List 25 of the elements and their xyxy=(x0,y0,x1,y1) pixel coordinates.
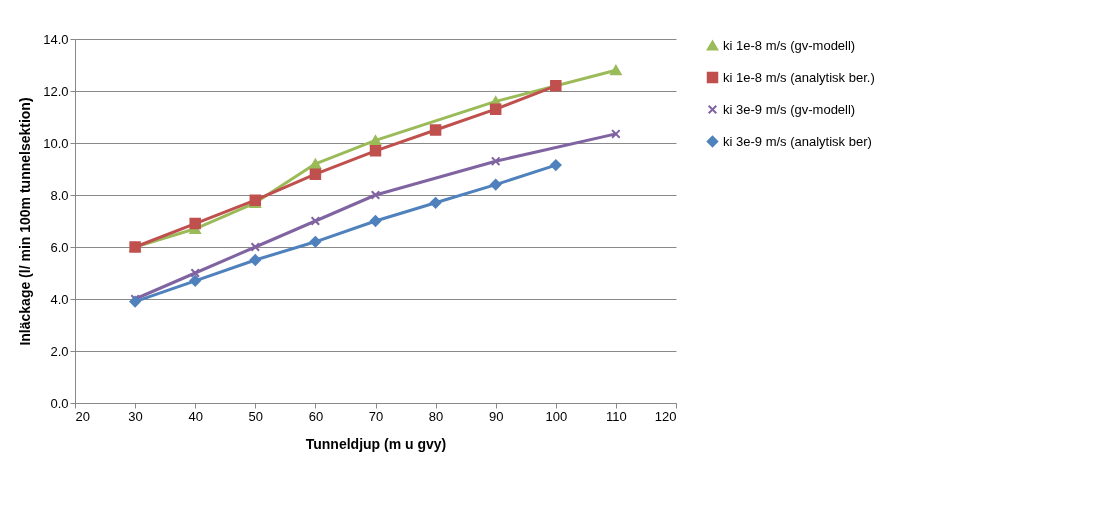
y-tick-label: 10.0 xyxy=(43,135,69,151)
legend-label: ki 3e-9 m/s (gv-modell) xyxy=(723,101,856,117)
x-tick-label: 50 xyxy=(248,408,264,424)
x-tick-label: 90 xyxy=(488,408,504,424)
y-tick-label: 6.0 xyxy=(50,239,69,255)
y-tick-label: 0.0 xyxy=(50,395,69,411)
x-tick-label: 120 xyxy=(654,408,677,424)
legend-label: ki 3e-9 m/s (analytisk ber) xyxy=(723,133,872,149)
y-axis-title: Inläckage (l/ min 100m tunnelsektion) xyxy=(17,97,34,346)
x-tick-label: 60 xyxy=(308,408,324,424)
y-tick-label: 14.0 xyxy=(43,31,69,47)
x-tick-label: 70 xyxy=(368,408,384,424)
x-tick-label: 20 xyxy=(75,408,90,424)
y-tick-label: 4.0 xyxy=(50,291,69,307)
legend-label: ki 1e-8 m/s (gv-modell) xyxy=(723,37,856,53)
legend-label: ki 1e-8 m/s (analytisk ber.) xyxy=(723,69,875,85)
x-tick-label: 80 xyxy=(428,408,444,424)
x-tick-label: 100 xyxy=(545,408,568,424)
x-tick-label: 40 xyxy=(188,408,203,424)
y-tick-label: 2.0 xyxy=(50,343,69,359)
x-axis-title: Tunneldjup (m u gvy) xyxy=(305,435,447,452)
x-tick-label: 30 xyxy=(128,408,143,424)
y-tick-label: 8.0 xyxy=(50,187,69,203)
y-tick-label: 12.0 xyxy=(43,83,69,99)
x-tick-label: 110 xyxy=(606,408,627,424)
